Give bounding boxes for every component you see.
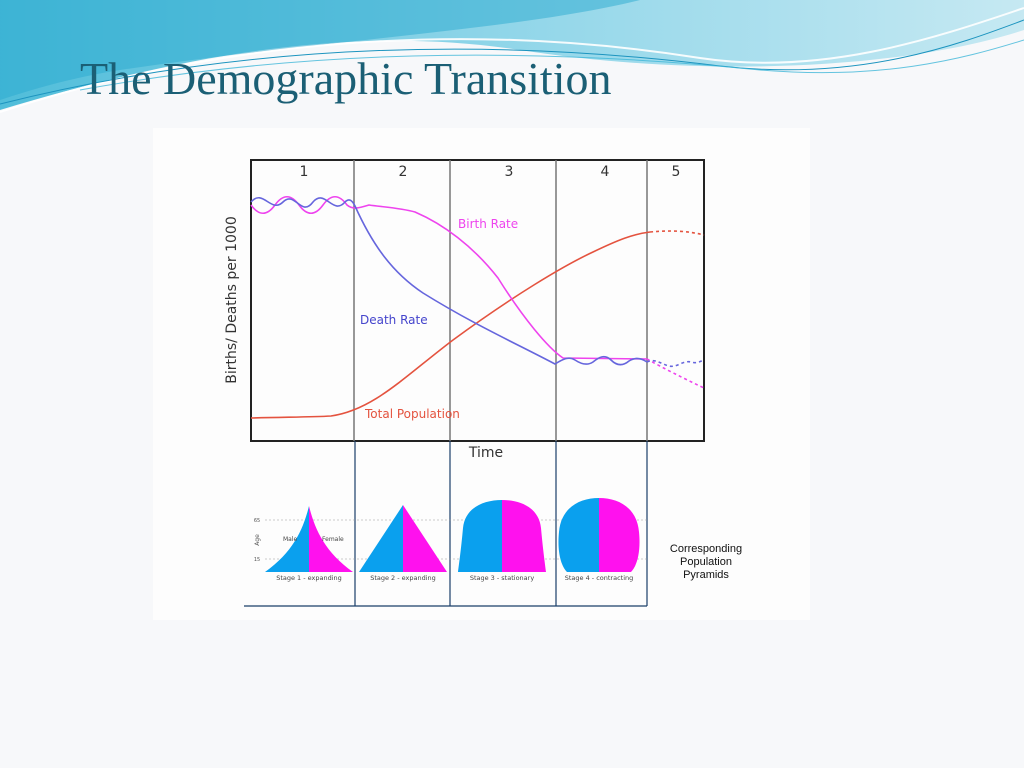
pyramid-caption-1: Stage 1 - expanding [276,574,342,582]
pyramid-stage-2 [359,505,447,572]
death-rate-label: Death Rate [360,313,428,327]
stage-label-5: 5 [672,164,681,180]
pyramids-side-caption-line-3: Pyramids [683,569,729,581]
birth-rate-curve [250,195,648,360]
y-axis-label: Births/ Deaths per 1000 [224,216,240,384]
slide-title: The Demographic Transition [80,53,612,104]
stage-label-4: 4 [601,164,610,180]
diagram-canvas: 1 2 3 4 5 Births/ Deaths per 1000 Time B… [224,159,742,607]
pyramids-side-caption-line-1: Corresponding [670,543,742,555]
death-rate-projection [646,359,705,368]
age-tick-15: 15 [254,557,260,563]
header-swoosh-decoration [0,0,1024,113]
male-label: Male [283,536,298,543]
total-population-projection [649,230,705,236]
age-tick-65: 65 [254,518,260,524]
plot-frame [250,159,705,442]
pyramid-stage-1: Male Female [265,506,353,572]
birth-rate-projection [646,358,705,389]
total-population-label: Total Population [364,407,460,421]
stage-label-1: 1 [300,164,309,180]
pyramid-caption-3: Stage 3 - stationary [470,574,534,582]
pyramid-stage-3 [458,500,546,572]
pyramids-side-caption-line-2: Population [680,556,732,568]
pyramid-caption-4: Stage 4 - contracting [565,574,634,582]
pyramid-stage-4 [558,498,640,572]
total-population-curve [250,231,651,419]
demographic-transition-diagram: 1 2 3 4 5 Births/ Deaths per 1000 Time B… [153,128,810,620]
female-label: Female [322,536,344,543]
x-axis-label: Time [468,445,503,461]
age-axis-label: Age [254,534,261,546]
stage-label-3: 3 [505,164,514,180]
birth-rate-label: Birth Rate [458,217,518,231]
pyramid-caption-2: Stage 2 - expanding [370,574,436,582]
stage-label-2: 2 [399,164,408,180]
death-rate-curve [250,196,648,366]
